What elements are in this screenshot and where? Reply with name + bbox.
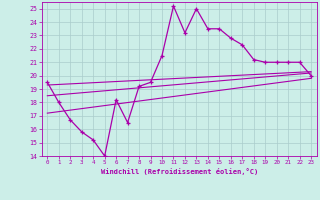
X-axis label: Windchill (Refroidissement éolien,°C): Windchill (Refroidissement éolien,°C) xyxy=(100,168,258,175)
